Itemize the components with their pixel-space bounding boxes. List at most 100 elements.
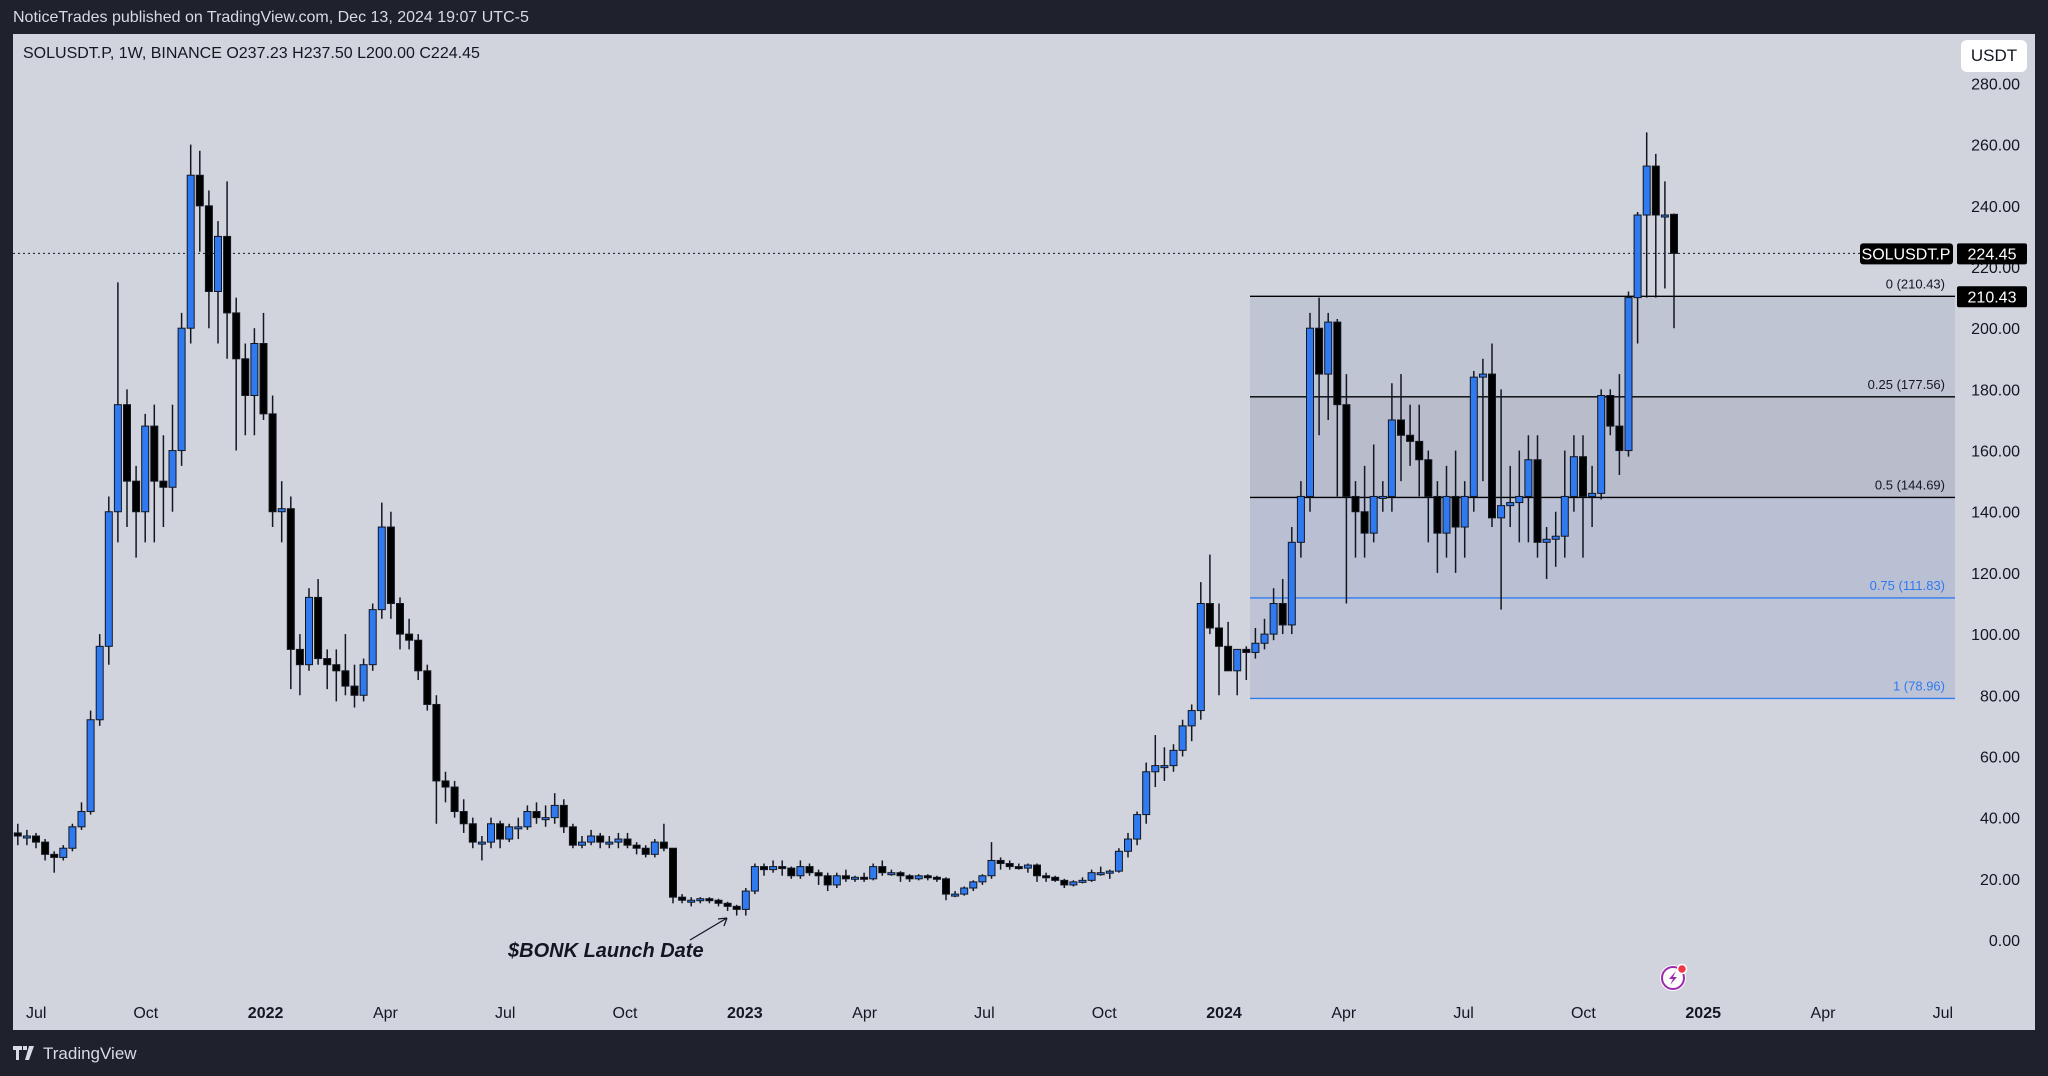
candle-body bbox=[568, 826, 577, 846]
currency-button[interactable]: USDT bbox=[1961, 40, 2027, 72]
candle-body bbox=[741, 890, 750, 910]
candle-body bbox=[1124, 838, 1132, 852]
candle-body bbox=[77, 811, 86, 828]
candle-body bbox=[487, 823, 495, 843]
candle-body bbox=[905, 875, 914, 880]
candle-body bbox=[714, 899, 723, 904]
candle-body bbox=[41, 841, 50, 855]
last-price-tag: 224.45 bbox=[1968, 246, 2017, 263]
candle-body bbox=[1406, 434, 1415, 442]
candle-body bbox=[1497, 505, 1506, 519]
candle-body bbox=[1333, 321, 1342, 406]
candle-body bbox=[1360, 511, 1369, 534]
candle-body bbox=[823, 875, 832, 886]
candle-body bbox=[123, 404, 131, 482]
y-tick-label: 0.00 bbox=[1989, 933, 2020, 950]
candle-body bbox=[596, 835, 605, 843]
candle-body bbox=[632, 844, 641, 849]
candle-body bbox=[1151, 765, 1160, 773]
candle-body bbox=[650, 841, 659, 855]
candle-body bbox=[1442, 495, 1451, 534]
candle-body bbox=[1660, 214, 1669, 218]
candle-body bbox=[195, 174, 204, 207]
y-tick-label: 260.00 bbox=[1971, 138, 2020, 155]
candle-body bbox=[223, 235, 232, 314]
candle-body bbox=[1278, 603, 1287, 626]
candle-body bbox=[232, 312, 241, 360]
candle-body bbox=[1260, 633, 1269, 644]
x-tick-label: Oct bbox=[1571, 1005, 1596, 1022]
x-tick-label: Jul bbox=[1453, 1005, 1473, 1022]
y-tick-label: 120.00 bbox=[1971, 566, 2020, 583]
arrow-head-icon bbox=[717, 917, 728, 927]
candle-body bbox=[359, 664, 368, 696]
candle-body bbox=[350, 685, 359, 696]
candle-body bbox=[1606, 394, 1615, 427]
candle-body bbox=[641, 847, 650, 855]
candle-body bbox=[1615, 425, 1624, 452]
candle-body bbox=[732, 905, 741, 910]
candle-body bbox=[1560, 495, 1569, 537]
candle-body bbox=[204, 205, 213, 292]
candle-body bbox=[1324, 321, 1333, 375]
candle-body bbox=[386, 526, 395, 605]
candle-body bbox=[1551, 535, 1560, 540]
candle-body bbox=[32, 835, 40, 843]
candle-body bbox=[687, 899, 696, 903]
fib-level-label: 0.75 (111.83) bbox=[1870, 578, 1945, 593]
candle-body bbox=[295, 648, 304, 666]
fib-level-label: 0.5 (144.69) bbox=[1875, 477, 1945, 492]
candle-body bbox=[1014, 866, 1023, 870]
candle-body bbox=[1114, 850, 1123, 872]
x-tick-label: Jul bbox=[1933, 1005, 1953, 1022]
candle-body bbox=[1478, 373, 1487, 378]
fib-level-label: 0.25 (177.56) bbox=[1868, 377, 1945, 392]
candle-body bbox=[22, 835, 31, 839]
candle-body bbox=[1624, 297, 1633, 452]
tradingview-logo[interactable]: TradingView bbox=[13, 1044, 137, 1064]
candle-body bbox=[305, 596, 313, 666]
candle-body bbox=[405, 633, 414, 641]
candle-body bbox=[1078, 879, 1087, 883]
candle-body bbox=[1269, 603, 1278, 635]
candle-body bbox=[614, 838, 623, 843]
candle-body bbox=[1205, 603, 1214, 629]
candle-body bbox=[95, 645, 104, 721]
chart-panel[interactable]: 0 (210.43) 0.25 (177.56) 0.5 (144.69) 0.75 … bbox=[13, 34, 2035, 1030]
candle-body bbox=[368, 609, 377, 666]
candle-body bbox=[323, 658, 332, 666]
fib-level-label: 0 (210.43) bbox=[1886, 276, 1945, 291]
candle-body bbox=[50, 853, 59, 858]
x-tick-label: Oct bbox=[1092, 1005, 1117, 1022]
candle-body bbox=[1569, 456, 1578, 497]
candle-body bbox=[1460, 495, 1469, 528]
candle-body bbox=[341, 670, 350, 687]
candle-body bbox=[459, 811, 468, 825]
candle-body bbox=[1133, 814, 1142, 840]
candle-body bbox=[332, 664, 341, 672]
candle-body bbox=[878, 866, 887, 874]
symbol-legend: SOLUSDT.P, 1W, BINANCE O237.23 H237.50 L… bbox=[23, 45, 480, 62]
lightning-bolt-icon bbox=[1669, 971, 1677, 985]
candle-body bbox=[1187, 710, 1196, 727]
candle-body bbox=[1469, 376, 1478, 497]
candle-body bbox=[1042, 875, 1051, 879]
candle-body bbox=[760, 866, 768, 871]
x-tick-label: 2025 bbox=[1685, 1005, 1721, 1022]
y-tick-label: 80.00 bbox=[1980, 688, 2020, 705]
candle-body bbox=[1579, 456, 1587, 497]
candle-body bbox=[1023, 864, 1032, 869]
y-tick-label: 200.00 bbox=[1971, 321, 2020, 338]
candle-body bbox=[1033, 864, 1041, 877]
candle-body bbox=[1633, 214, 1642, 299]
candle-body bbox=[1069, 881, 1078, 886]
candle-body bbox=[1351, 495, 1360, 513]
y-tick-label: 20.00 bbox=[1980, 872, 2020, 889]
notification-dot-icon bbox=[1676, 963, 1688, 975]
candle-body bbox=[450, 786, 459, 813]
candle-body bbox=[1451, 495, 1460, 528]
candle-body bbox=[1224, 645, 1233, 672]
y-tick-label: 180.00 bbox=[1971, 382, 2020, 399]
candlestick-chart[interactable]: 0 (210.43) 0.25 (177.56) 0.5 (144.69) 0.75 … bbox=[13, 34, 2035, 1030]
x-tick-label: 2022 bbox=[248, 1005, 284, 1022]
